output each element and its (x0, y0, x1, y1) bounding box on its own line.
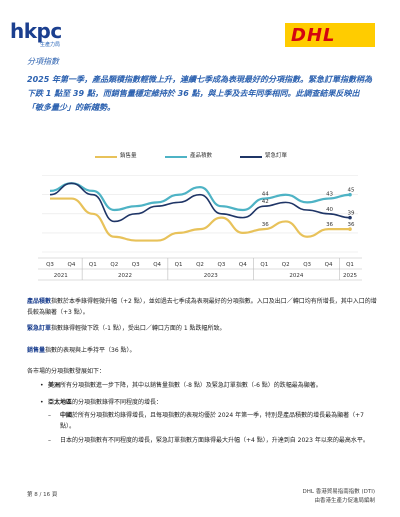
x-tick-label: Q1 (175, 262, 183, 268)
sub-bullet-text: 於所有分項指數均錄得增長，且每項指數的表現均優於 2024 年第一季，特別是產品… (60, 412, 364, 430)
chart-legend: 銷售量 產品積數 緊急訂單 (75, 151, 335, 163)
paragraph-text: 各市場的分項指數發展如下： (27, 368, 106, 375)
footer-credit: DHL 香港貿易指南指數 (DTI) 由香港生產力促進局編制 (303, 488, 375, 506)
series-line-0 (50, 197, 350, 242)
sub-bullet-japan: 日本的分項指數有不同程度的增長，緊急訂單指數方面錄得最大升幅（+4 點），升達到… (48, 435, 380, 446)
paragraph-text: 指數於本季錄得輕微升幅（+2 點），並如過去七季成為表現最好的分項指數。入口及出… (27, 298, 377, 316)
sub-bullet-list: 中國於所有分項指數均錄得增長，且每項指數的表現均優於 2024 年第一季，特別是… (48, 410, 380, 446)
paragraph-inventory: 產品積數指數於本季錄得輕微升幅（+2 點），並如過去七季成為表現最好的分項指數。… (27, 296, 377, 318)
legend-label-urgent: 緊急訂單 (265, 153, 288, 159)
series-endpoint-2 (348, 215, 352, 220)
dhl-logo-text: DHL (291, 25, 336, 46)
data-label: 42 (262, 199, 269, 205)
sub-bullet-text: 日本的分項指數有不同程度的增長，緊急訂單指數方面錄得最大升幅（+4 點），升達到… (60, 437, 369, 444)
paragraph-lead: 產品積數 (27, 298, 52, 305)
hkpc-logo: hkpc 生產力局 (10, 19, 80, 49)
year-label: 2022 (118, 273, 132, 279)
paragraph-urgent: 緊急訂單指數錄得輕微下跌（-1 點），受出口／轉口方面的 1 點跌幅所致。 (27, 323, 377, 334)
year-label: 2024 (289, 273, 303, 279)
bullet-text: 的分項指數錄得不同程度的增長： (72, 399, 163, 406)
paragraph-text: 指數錄得輕微下跌（-1 點），受出口／轉口方面的 1 點跌幅所致。 (51, 325, 226, 332)
data-label: 40 (326, 207, 333, 213)
series-endpoint-0 (348, 227, 352, 231)
dhl-logo: DHL (285, 23, 375, 47)
legend-swatch-inventory (165, 156, 187, 158)
legend-swatch-urgent (240, 156, 262, 158)
data-label: 36 (348, 222, 355, 228)
paragraph-text: 指數的表現與上季持平（36 點）。 (45, 347, 136, 354)
data-label: 43 (326, 192, 333, 198)
section-title: 分項指數 (27, 57, 59, 66)
bullet-text: 所有分項指數進一步下降，其中以銷售量指數（-8 點）及緊急訂單指數（-6 點）的… (60, 382, 322, 389)
x-tick-label: Q1 (260, 262, 268, 268)
page-number: 第 8 / 16 頁 (27, 492, 58, 498)
x-tick-label: Q4 (239, 262, 247, 268)
x-tick-label: Q4 (325, 262, 333, 268)
x-tick-label: Q3 (218, 262, 226, 268)
intro-paragraph: 2025 年第一季，產品類積指數輕微上升，連續七季成為表現最好的分項指數。緊急訂… (27, 75, 373, 112)
data-label: 36 (326, 222, 333, 228)
hkpc-logo-text: hkpc (10, 19, 62, 43)
x-tick-label: Q2 (282, 262, 290, 268)
sub-bullet-lead: 中國 (60, 412, 73, 419)
legend-label-inventory: 產品積數 (190, 153, 213, 159)
series-endpoint-1 (348, 192, 352, 197)
data-label: 36 (262, 222, 269, 228)
hkpc-logo-subtitle: 生產力局 (40, 42, 61, 48)
data-label: 45 (348, 188, 355, 194)
footer-line-2: 由香港生產力促進局編制 (314, 498, 375, 504)
paragraph-lead: 緊急訂單 (27, 325, 52, 332)
x-tick-label: Q2 (196, 262, 204, 268)
year-label: 2025 (343, 273, 357, 279)
year-label: 2021 (54, 273, 68, 279)
x-tick-label: Q2 (110, 262, 118, 268)
bullet-lead: 亞太地區 (48, 399, 73, 406)
paragraph-markets-intro: 各市場的分項指數發展如下： (27, 366, 377, 377)
x-tick-label: Q4 (153, 262, 161, 268)
x-tick-label: Q1 (346, 262, 354, 268)
x-tick-label: Q3 (46, 262, 54, 268)
series-line-2 (49, 182, 351, 223)
legend-label-sales: 銷售量 (120, 153, 137, 159)
year-label: 2023 (204, 273, 218, 279)
data-label: 39 (348, 211, 355, 217)
x-tick-label: Q4 (68, 262, 76, 268)
bullet-americas: 美洲所有分項指數進一步下降，其中以銷售量指數（-8 點）及緊急訂單指數（-6 點… (40, 380, 380, 391)
bullet-lead: 美洲 (48, 382, 61, 389)
sub-bullet-china: 中國於所有分項指數均錄得增長，且每項指數的表現均優於 2024 年第一季，特別是… (48, 410, 380, 432)
footer-line-1: DHL 香港貿易指南指數 (DTI) (302, 489, 375, 495)
series-line-1 (49, 182, 351, 212)
market-bullet-list: 美洲所有分項指數進一步下降，其中以銷售量指數（-8 點）及緊急訂單指數（-6 點… (40, 380, 380, 449)
bullet-asia-pacific: 亞太地區的分項指數錄得不同程度的增長： 中國於所有分項指數均錄得增長，且每項指數… (40, 397, 380, 446)
legend-swatch-sales (95, 156, 117, 158)
data-label: 44 (262, 192, 269, 198)
x-tick-label: Q3 (303, 262, 311, 268)
x-tick-label: Q1 (89, 262, 97, 268)
paragraph-lead: 銷售量 (27, 347, 46, 354)
paragraph-sales: 銷售量指數的表現與上季持平（36 點）。 (27, 345, 377, 356)
x-tick-label: Q3 (132, 262, 140, 268)
